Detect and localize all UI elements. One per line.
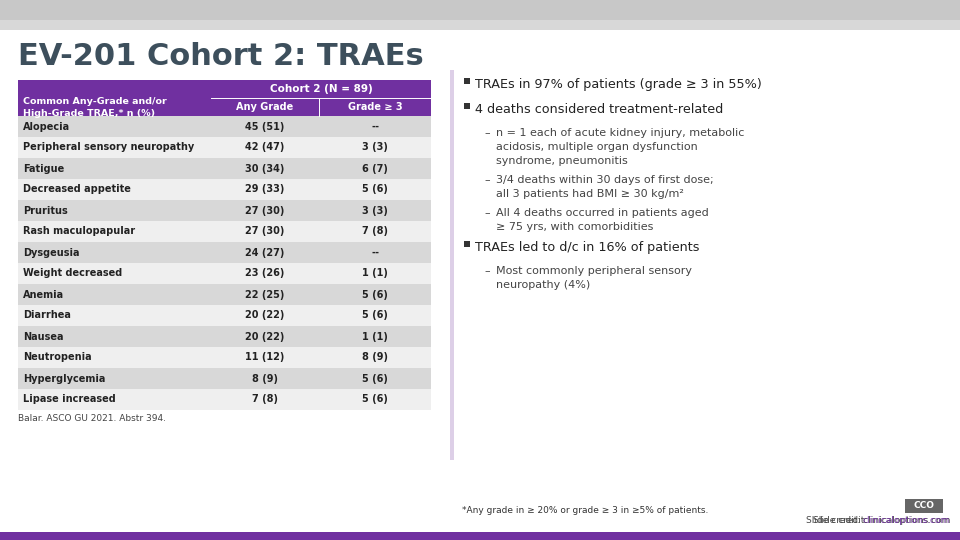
Text: 20 (22): 20 (22) xyxy=(246,310,285,321)
Text: Nausea: Nausea xyxy=(23,332,63,341)
FancyBboxPatch shape xyxy=(18,200,431,221)
FancyBboxPatch shape xyxy=(18,80,211,116)
FancyBboxPatch shape xyxy=(211,98,431,116)
Text: 42 (47): 42 (47) xyxy=(246,143,285,152)
Text: Dysgeusia: Dysgeusia xyxy=(23,247,80,258)
FancyBboxPatch shape xyxy=(18,137,431,158)
Text: n = 1 each of acute kidney injury, metabolic: n = 1 each of acute kidney injury, metab… xyxy=(496,128,744,138)
Text: --: -- xyxy=(371,122,379,132)
FancyBboxPatch shape xyxy=(18,242,431,263)
Text: 27 (30): 27 (30) xyxy=(246,206,285,215)
FancyBboxPatch shape xyxy=(0,20,960,30)
Text: Peripheral sensory neuropathy: Peripheral sensory neuropathy xyxy=(23,143,194,152)
Text: –: – xyxy=(484,266,490,276)
Text: 29 (33): 29 (33) xyxy=(246,185,285,194)
FancyBboxPatch shape xyxy=(464,241,470,247)
Text: Grade ≥ 3: Grade ≥ 3 xyxy=(348,102,402,112)
Text: --: -- xyxy=(371,247,379,258)
Text: 1 (1): 1 (1) xyxy=(362,332,388,341)
Text: Alopecia: Alopecia xyxy=(23,122,70,132)
FancyBboxPatch shape xyxy=(18,326,431,347)
Text: 23 (26): 23 (26) xyxy=(246,268,285,279)
FancyBboxPatch shape xyxy=(0,532,960,540)
Text: 3/4 deaths within 30 days of first dose;: 3/4 deaths within 30 days of first dose; xyxy=(496,175,713,185)
FancyBboxPatch shape xyxy=(464,78,470,84)
FancyBboxPatch shape xyxy=(450,70,454,460)
Text: neuropathy (4%): neuropathy (4%) xyxy=(496,280,590,290)
Text: 27 (30): 27 (30) xyxy=(246,226,285,237)
Text: Lipase increased: Lipase increased xyxy=(23,395,116,404)
Text: High-Grade TRAE,* n (%): High-Grade TRAE,* n (%) xyxy=(23,109,156,118)
Text: Pruritus: Pruritus xyxy=(23,206,68,215)
Text: 7 (8): 7 (8) xyxy=(252,395,278,404)
FancyBboxPatch shape xyxy=(18,179,431,200)
Text: CCO: CCO xyxy=(914,502,934,510)
Text: all 3 patients had BMI ≥ 30 kg/m²: all 3 patients had BMI ≥ 30 kg/m² xyxy=(496,189,684,199)
Text: 22 (25): 22 (25) xyxy=(246,289,285,300)
Text: Most commonly peripheral sensory: Most commonly peripheral sensory xyxy=(496,266,692,276)
Text: Slide credit: clinicaloptions.com: Slide credit: clinicaloptions.com xyxy=(805,516,950,525)
FancyBboxPatch shape xyxy=(18,158,431,179)
FancyBboxPatch shape xyxy=(464,103,470,109)
Text: 4 deaths considered treatment-related: 4 deaths considered treatment-related xyxy=(475,103,723,116)
Text: acidosis, multiple organ dysfunction: acidosis, multiple organ dysfunction xyxy=(496,142,698,152)
Text: Balar. ASCO GU 2021. Abstr 394.: Balar. ASCO GU 2021. Abstr 394. xyxy=(18,414,166,423)
Text: Cohort 2 (N = 89): Cohort 2 (N = 89) xyxy=(270,84,372,94)
Text: Common Any-Grade and/or: Common Any-Grade and/or xyxy=(23,98,167,106)
Text: Weight decreased: Weight decreased xyxy=(23,268,122,279)
Text: –: – xyxy=(484,175,490,185)
FancyBboxPatch shape xyxy=(18,221,431,242)
Text: *Any grade in ≥ 20% or grade ≥ 3 in ≥5% of patients.: *Any grade in ≥ 20% or grade ≥ 3 in ≥5% … xyxy=(462,506,708,515)
Text: 20 (22): 20 (22) xyxy=(246,332,285,341)
FancyBboxPatch shape xyxy=(18,116,431,137)
Text: ≥ 75 yrs, with comorbidities: ≥ 75 yrs, with comorbidities xyxy=(496,222,654,232)
Text: 1 (1): 1 (1) xyxy=(362,268,388,279)
Text: 45 (51): 45 (51) xyxy=(246,122,285,132)
Text: Anemia: Anemia xyxy=(23,289,64,300)
Text: 5 (6): 5 (6) xyxy=(362,185,388,194)
Text: TRAEs led to d/c in 16% of patients: TRAEs led to d/c in 16% of patients xyxy=(475,241,700,254)
Text: syndrome, pneumonitis: syndrome, pneumonitis xyxy=(496,156,628,166)
Text: Rash maculopapular: Rash maculopapular xyxy=(23,226,135,237)
FancyBboxPatch shape xyxy=(18,284,431,305)
Text: 5 (6): 5 (6) xyxy=(362,310,388,321)
FancyBboxPatch shape xyxy=(18,263,431,284)
Text: 7 (8): 7 (8) xyxy=(362,226,388,237)
Text: Neutropenia: Neutropenia xyxy=(23,353,91,362)
Text: Fatigue: Fatigue xyxy=(23,164,64,173)
FancyBboxPatch shape xyxy=(211,80,431,98)
Text: Decreased appetite: Decreased appetite xyxy=(23,185,131,194)
Text: TRAEs in 97% of patients (grade ≥ 3 in 55%): TRAEs in 97% of patients (grade ≥ 3 in 5… xyxy=(475,78,761,91)
Text: 30 (34): 30 (34) xyxy=(246,164,285,173)
Text: clinicaloptions.com: clinicaloptions.com xyxy=(863,516,950,525)
FancyBboxPatch shape xyxy=(18,368,431,389)
Text: Any Grade: Any Grade xyxy=(236,102,294,112)
FancyBboxPatch shape xyxy=(905,499,943,513)
Text: 8 (9): 8 (9) xyxy=(252,374,278,383)
FancyBboxPatch shape xyxy=(18,305,431,326)
Text: 5 (6): 5 (6) xyxy=(362,289,388,300)
Text: –: – xyxy=(484,208,490,218)
Text: Hyperglycemia: Hyperglycemia xyxy=(23,374,106,383)
Text: Diarrhea: Diarrhea xyxy=(23,310,71,321)
Text: All 4 deaths occurred in patients aged: All 4 deaths occurred in patients aged xyxy=(496,208,708,218)
FancyBboxPatch shape xyxy=(18,389,431,410)
Text: 5 (6): 5 (6) xyxy=(362,374,388,383)
Text: 11 (12): 11 (12) xyxy=(246,353,285,362)
Text: 6 (7): 6 (7) xyxy=(362,164,388,173)
Text: Slide credit:: Slide credit: xyxy=(813,516,870,525)
Text: 24 (27): 24 (27) xyxy=(246,247,285,258)
Text: 3 (3): 3 (3) xyxy=(362,206,388,215)
FancyBboxPatch shape xyxy=(0,0,960,20)
Text: 8 (9): 8 (9) xyxy=(362,353,388,362)
FancyBboxPatch shape xyxy=(18,347,431,368)
Text: 3 (3): 3 (3) xyxy=(362,143,388,152)
Text: EV-201 Cohort 2: TRAEs: EV-201 Cohort 2: TRAEs xyxy=(18,42,423,71)
Text: 5 (6): 5 (6) xyxy=(362,395,388,404)
Text: –: – xyxy=(484,128,490,138)
